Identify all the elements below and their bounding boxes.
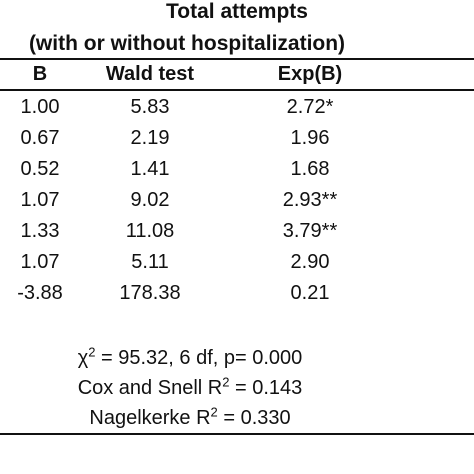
cox-snell-stat: Cox and Snell R2 = 0.143 [0,374,380,402]
bottom-rule [0,433,474,435]
table-row: 1.00 5.83 2.72* [0,92,474,123]
cell-wald: 5.83 [130,96,170,118]
nagelkerke-stat: Nagelkerke R2 = 0.330 [0,404,380,432]
cell-b: 1.07 [20,189,60,211]
cell-expb: 3.79** [282,220,338,242]
table-row: -3.88 178.38 0.21 [0,278,474,309]
column-header-wald: Wald test [105,63,195,85]
cell-expb: 1.96 [290,127,330,149]
cell-wald: 2.19 [130,127,170,149]
table-row: 1.33 11.08 3.79** [0,216,474,247]
column-header-expb: Exp(B) [277,63,343,85]
cell-wald: 11.08 [125,220,175,242]
table-row: 1.07 9.02 2.93** [0,185,474,216]
chi-value: = 95.32, 6 df, p= 0.000 [95,347,303,369]
table-title-line2: (with or without hospitalization) [28,32,346,55]
cox-label: Cox and Snell R [77,377,223,399]
nagel-value: = 0.330 [217,407,291,429]
cell-b: 1.07 [20,251,60,273]
cell-b: 1.00 [20,96,60,118]
cell-wald: 1.41 [130,158,170,180]
table-row: 0.67 2.19 1.96 [0,123,474,154]
table-body: 1.00 5.83 2.72* 0.67 2.19 1.96 0.52 1.41… [0,92,474,309]
cox-value: = 0.143 [229,377,303,399]
cox-superscript: 2 [222,374,230,390]
chi-symbol: χ [77,347,89,369]
cell-expb: 2.90 [290,251,330,273]
cell-b: -3.88 [17,282,63,304]
table-row: 0.52 1.41 1.68 [0,154,474,185]
table-row: 1.07 5.11 2.90 [0,247,474,278]
cell-expb: 1.68 [290,158,330,180]
cell-expb: 2.72* [286,96,334,118]
column-header-b: B [32,63,48,85]
chi-square-stat: χ2 = 95.32, 6 df, p= 0.000 [0,344,380,372]
cell-b: 0.52 [20,158,60,180]
cell-wald: 5.11 [131,251,169,273]
cell-expb: 2.93** [282,189,338,211]
chi-superscript: 2 [88,344,96,360]
table-title-line1: Total attempts [166,0,308,23]
cell-wald: 9.02 [130,189,170,211]
nagel-superscript: 2 [210,404,218,420]
top-rule [0,58,474,60]
cell-expb: 0.21 [290,282,330,304]
cell-b: 1.33 [20,220,60,242]
cell-b: 0.67 [20,127,60,149]
header-rule [0,89,474,91]
nagel-label: Nagelkerke R [89,407,211,429]
cell-wald: 178.38 [119,282,181,304]
